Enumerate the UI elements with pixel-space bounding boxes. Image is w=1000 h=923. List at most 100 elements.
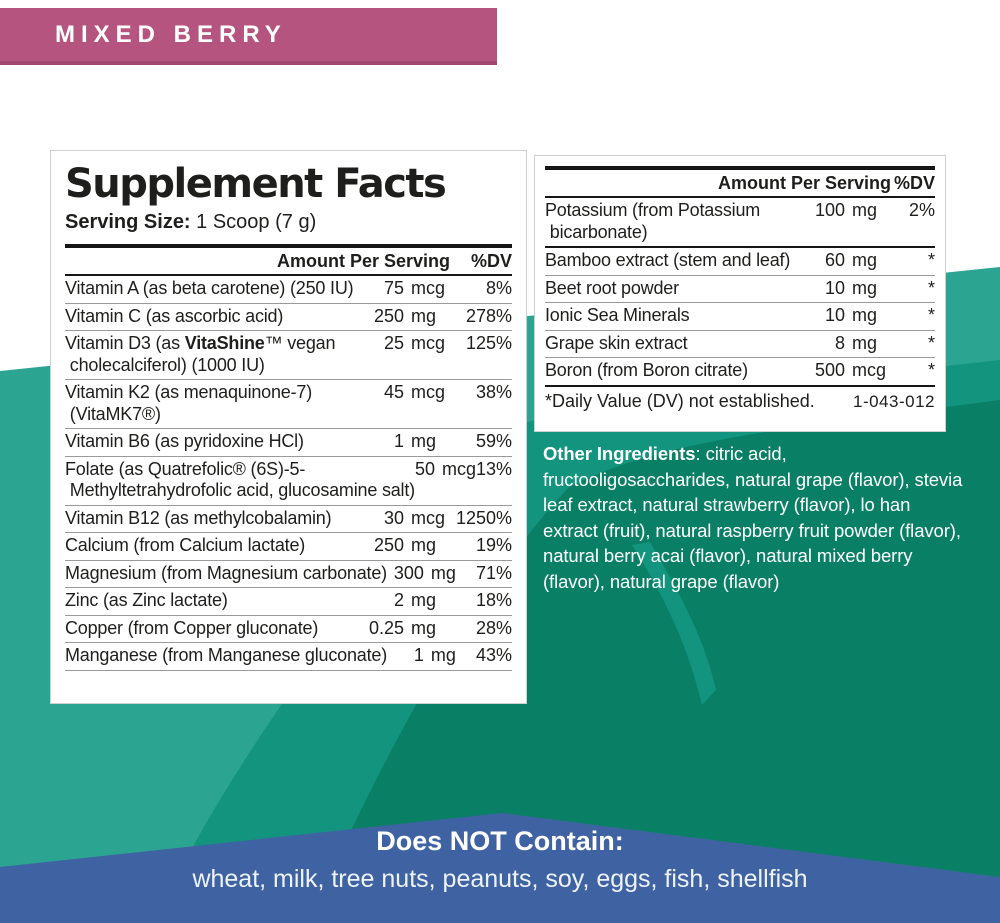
- nutrient-row: Magnesium (from Magnesium carbonate) 300 m…: [65, 561, 512, 588]
- amount-unit: mg: [411, 590, 437, 610]
- daily-value: 28%: [475, 617, 512, 638]
- amount-unit: mcg: [442, 458, 477, 479]
- nutrient-row: Beet root powder 10 mg *: [545, 276, 935, 303]
- nutrient-row: Vitamin D3 (as VitaShine™ vegan cholecal…: [65, 331, 512, 380]
- amount-value: 10: [824, 277, 845, 298]
- amount-unit: mg: [430, 645, 456, 665]
- serving-size-line: Serving Size: 1 Scoop (7 g): [65, 211, 512, 234]
- supplement-facts-panel-continued: Amount Per Serving %DV Potassium (from P…: [534, 155, 946, 432]
- daily-value: 38%: [475, 382, 512, 402]
- daily-value: 13%: [476, 458, 513, 479]
- daily-value: 59%: [475, 431, 512, 451]
- left-nutrient-rows: Vitamin A (as beta carotene) (250 IU) 75 m…: [65, 276, 512, 671]
- nutrient-row: Calcium (from Calcium lactate) 250 mg 19%: [65, 533, 512, 561]
- nutrient-row: Vitamin B6 (as pyridoxine HCl) 1 mg 59%: [65, 429, 512, 457]
- nutrient-row: Vitamin K2 (as menaquinone-7) (VitaMK7®)…: [65, 380, 512, 429]
- other-ingredients: Other Ingredients: citric acid, fructool…: [543, 441, 967, 594]
- amount-value: 45: [383, 382, 404, 402]
- nutrient-name: Magnesium (from Magnesium carbonate): [65, 562, 387, 583]
- amount-value: 10: [824, 305, 845, 325]
- does-not-contain-items: wheat, milk, tree nuts, peanuts, soy, eg…: [192, 865, 808, 893]
- daily-value: 125%: [465, 333, 512, 353]
- nutrient-name: Copper (from Copper gluconate): [65, 617, 319, 638]
- amount-unit: mg: [852, 277, 878, 298]
- daily-value: 43%: [475, 645, 512, 665]
- amount-unit: mg: [852, 200, 878, 220]
- nutrient-row: Boron (from Boron citrate) 500 mcg *: [545, 358, 935, 387]
- background-leaf-vein: [632, 542, 716, 705]
- rule-thin-under-header-right: [545, 196, 935, 198]
- dv-footnote: *Daily Value (DV) not established.: [545, 390, 815, 411]
- nutrient-name: Vitamin K2 (as menaquinone-7) (VitaMK7®): [65, 382, 313, 424]
- nutrient-row: Vitamin A (as beta carotene) (250 IU) 75 m…: [65, 276, 512, 304]
- supplement-facts-panel: Supplement Facts Serving Size: 1 Scoop (…: [50, 150, 527, 704]
- bottom-banner-shape: [0, 813, 1000, 923]
- amount-value: 500: [814, 360, 845, 380]
- rule-thick-top: [65, 244, 512, 248]
- nutrient-name: Manganese (from Manganese gluconate): [65, 645, 387, 665]
- serving-size-value: 1 Scoop (7 g): [190, 211, 317, 233]
- amount-unit: mg: [430, 562, 456, 583]
- nutrient-name: Vitamin C (as ascorbic acid): [65, 305, 284, 326]
- daily-value: 19%: [475, 535, 512, 555]
- left-table-header: Amount Per Serving %DV: [65, 248, 512, 274]
- daily-value: 8%: [485, 278, 512, 298]
- daily-value: *: [927, 305, 935, 325]
- nutrient-row: Copper (from Copper gluconate) 0.25 mg 28%: [65, 616, 512, 643]
- dv-header: %DV: [470, 251, 512, 271]
- amount-value: 1: [393, 431, 404, 451]
- daily-value: *: [927, 360, 935, 380]
- amount-value: 8: [834, 332, 845, 353]
- nutrient-name: Vitamin D3 (as VitaShine™ vegan cholecal…: [65, 333, 358, 376]
- nutrient-name: Potassium (from Potassium bicarbonate): [545, 200, 761, 242]
- nutrient-name: Vitamin B12 (as methylcobalamin): [65, 507, 332, 528]
- dv-header: %DV: [893, 173, 935, 193]
- nutrient-row: Bamboo extract (stem and leaf) 60 mg *: [545, 248, 935, 276]
- nutrient-row: Folate (as Quatrefolic® (6S)-5- Methylte…: [65, 457, 512, 506]
- other-ingredients-text: : citric acid, fructooligosaccharides, n…: [543, 443, 963, 592]
- amount-value: 30: [383, 507, 404, 528]
- dv-footnote-row: *Daily Value (DV) not established. 1-043…: [545, 387, 935, 412]
- supplement-facts-title: Supplement Facts: [65, 161, 447, 207]
- daily-value: 1250%: [455, 507, 512, 528]
- amount-unit: mcg: [411, 507, 446, 528]
- nutrient-row: Vitamin B12 (as methylcobalamin) 30 mcg 125…: [65, 506, 512, 533]
- nutrient-name: Vitamin B6 (as pyridoxine HCl): [65, 431, 304, 451]
- amount-value: 100: [814, 200, 845, 220]
- amount-unit: mg: [411, 305, 437, 326]
- amount-unit: mcg: [411, 382, 446, 402]
- nutrient-name: Calcium (from Calcium lactate): [65, 535, 306, 555]
- amount-per-serving-header: Amount Per Serving: [276, 251, 450, 271]
- nutrient-row: Manganese (from Manganese gluconate) 1 mg 4…: [65, 643, 512, 671]
- nutrient-name-part: Vitamin D3 (as: [65, 333, 185, 353]
- daily-value: *: [927, 332, 935, 353]
- daily-value: *: [927, 250, 935, 270]
- amount-unit: mg: [852, 305, 878, 325]
- flavor-banner: MIXED BERRY: [0, 8, 497, 65]
- amount-unit: mg: [411, 535, 437, 555]
- amount-value: 250: [373, 535, 404, 555]
- amount-value: 50: [414, 458, 435, 479]
- amount-unit: mcg: [411, 333, 446, 353]
- amount-value: 0.25: [368, 617, 404, 638]
- nutrient-name: Folate (as Quatrefolic® (6S)-5- Methylte…: [65, 458, 415, 501]
- nutrient-row: Potassium (from Potassium bicarbonate) 10…: [545, 198, 935, 248]
- product-code: 1-043-012: [852, 391, 935, 411]
- right-table-header: Amount Per Serving %DV: [545, 170, 935, 196]
- background-swoosh-dark: [315, 400, 1000, 923]
- nutrient-name: Grape skin extract: [545, 332, 688, 353]
- amount-unit: mg: [852, 250, 878, 270]
- amount-value: 75: [383, 278, 404, 298]
- amount-value: 2: [393, 590, 404, 610]
- nutrient-name: Ionic Sea Minerals: [545, 305, 690, 325]
- does-not-contain-title: Does NOT Contain:: [376, 826, 624, 856]
- amount-unit: mg: [411, 617, 437, 638]
- daily-value: 18%: [475, 590, 512, 610]
- daily-value: 2%: [908, 200, 935, 220]
- daily-value: 278%: [465, 305, 512, 326]
- nutrient-name: Beet root powder: [545, 277, 679, 298]
- right-nutrient-rows: Potassium (from Potassium bicarbonate) 10…: [545, 198, 935, 387]
- flavor-name: MIXED BERRY: [55, 20, 287, 48]
- nutrient-row: Vitamin C (as ascorbic acid) 250 mg 278%: [65, 304, 512, 331]
- amount-value: 1: [413, 645, 424, 665]
